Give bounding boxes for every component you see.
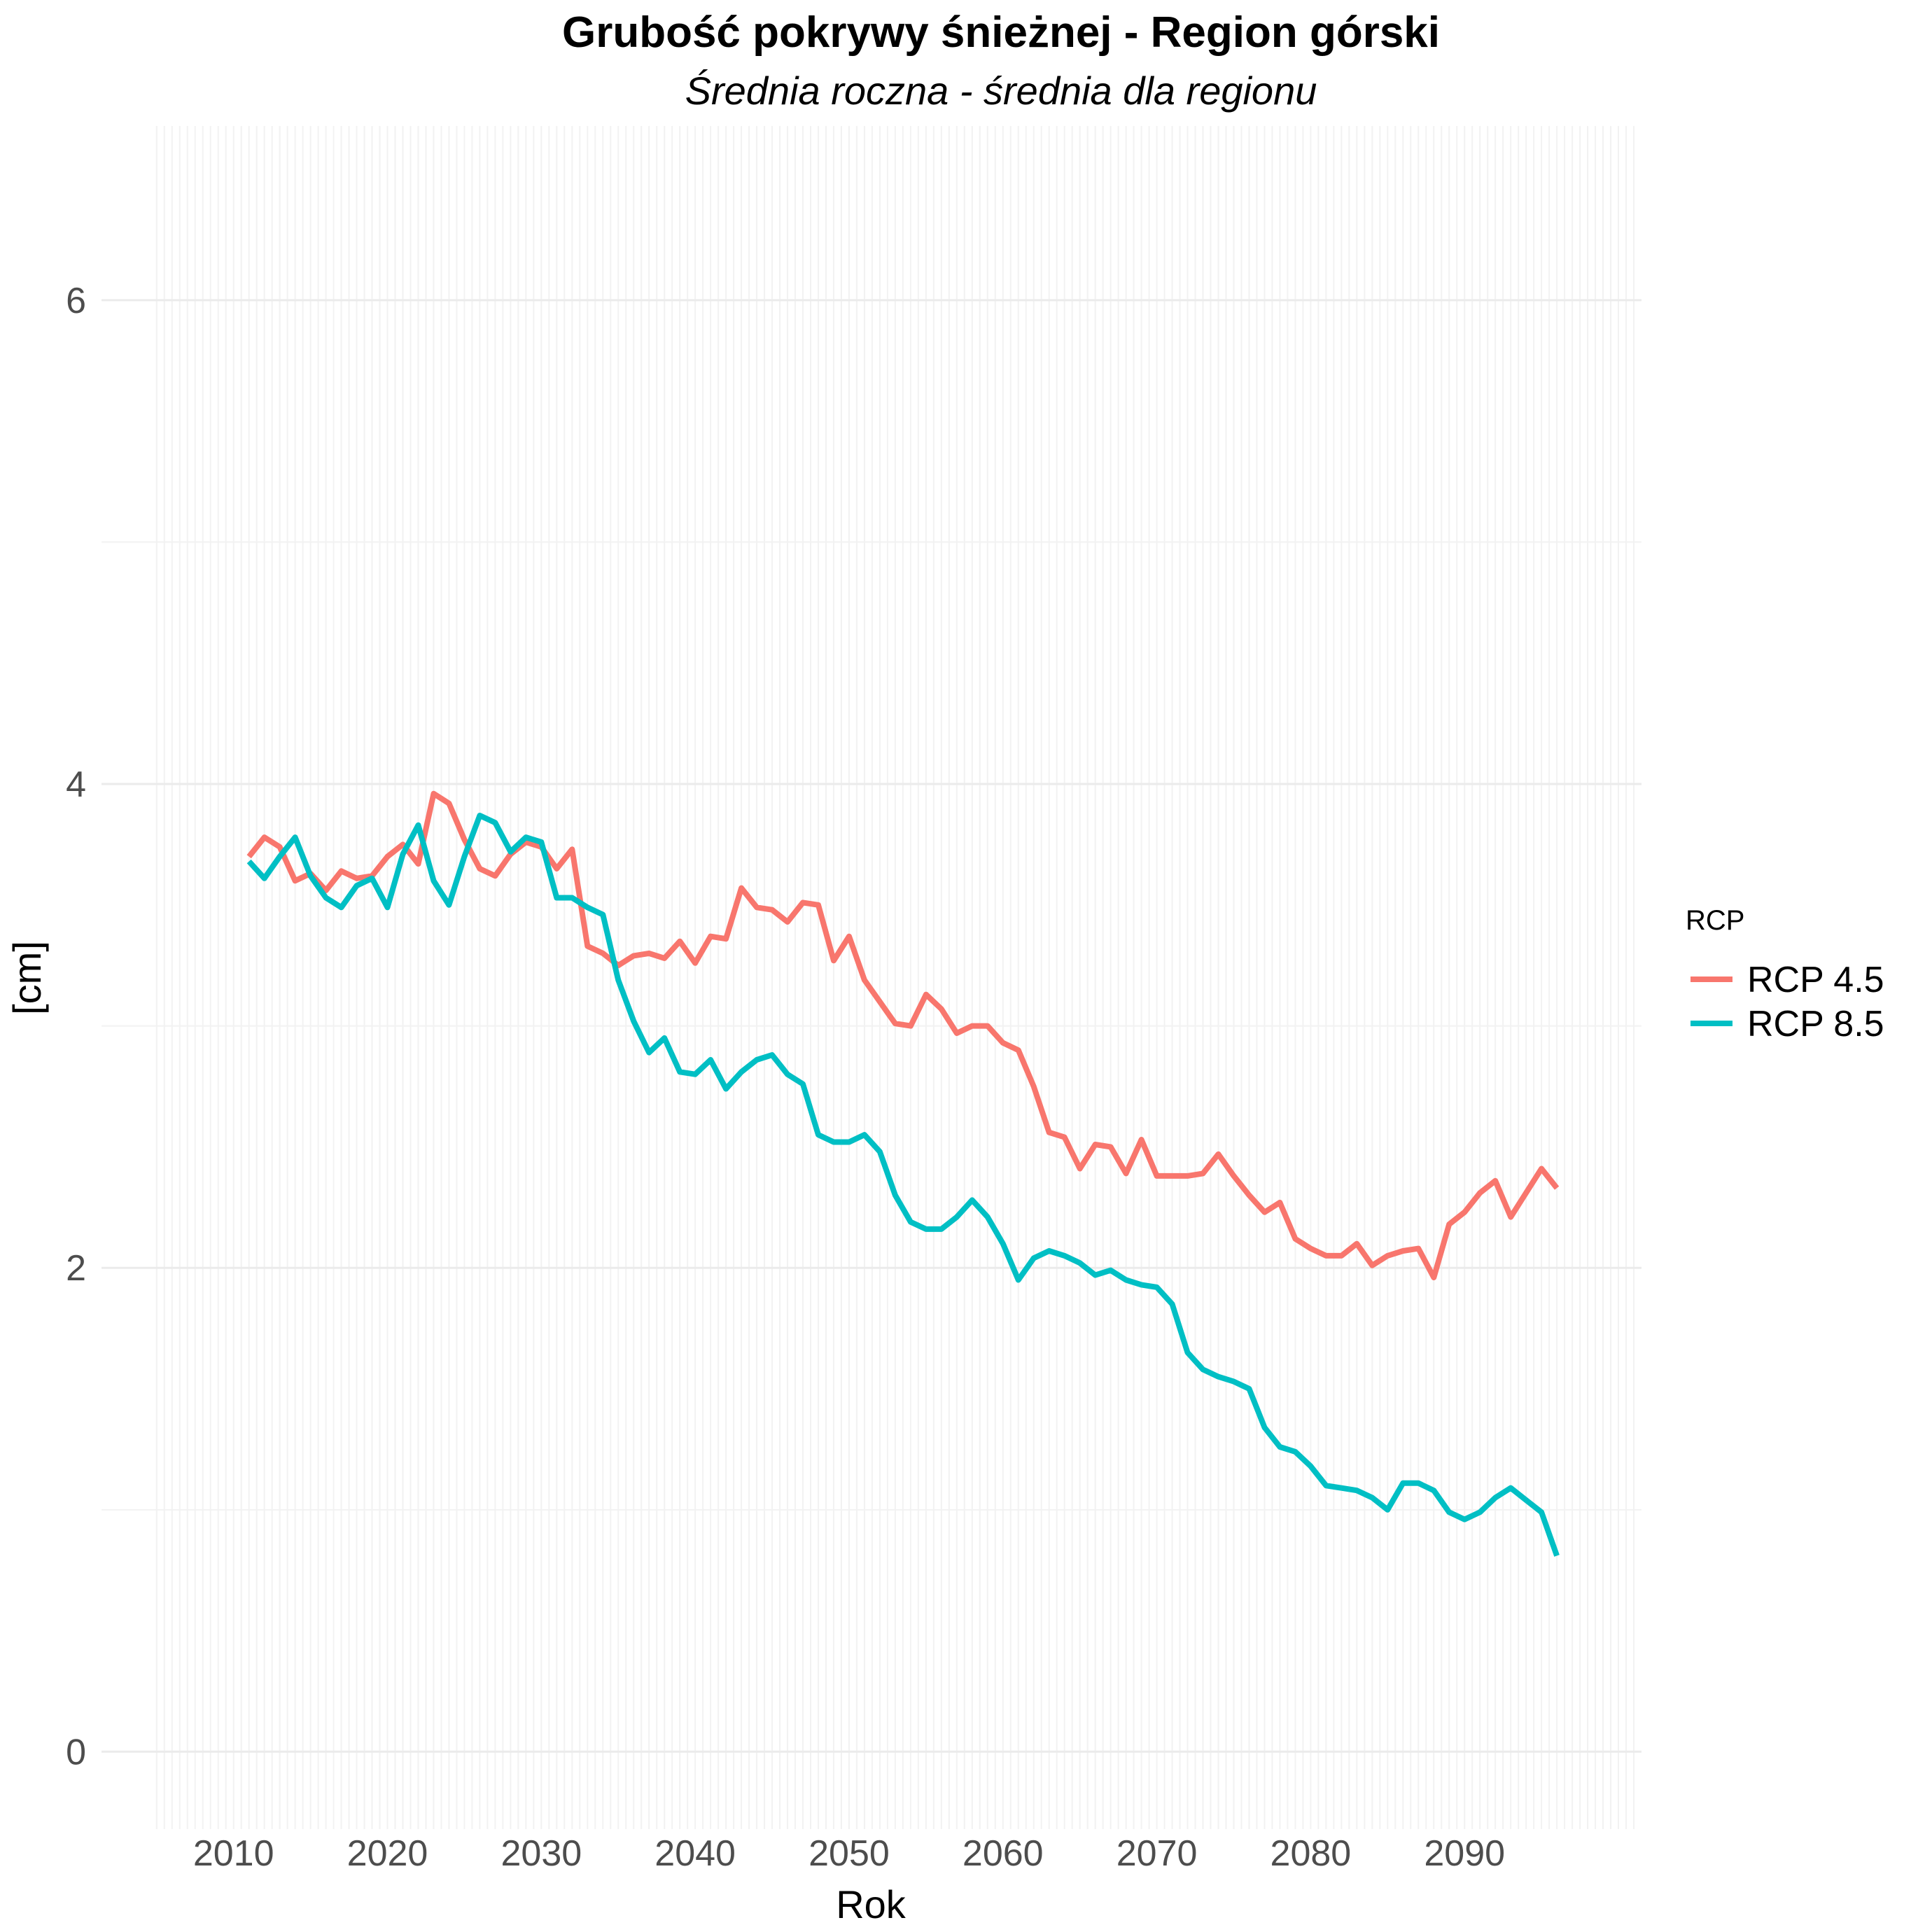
x-tick-label: 2040 — [654, 1833, 736, 1874]
y-tick-label: 0 — [66, 1732, 86, 1772]
y-axis-ticks: 0 2 4 6 — [66, 281, 86, 1773]
x-tick-label: 2060 — [962, 1833, 1044, 1874]
minor-gridlines-x — [155, 126, 1635, 1829]
legend-item: RCP 4.5 — [1690, 960, 1884, 1000]
major-gridlines-y — [102, 299, 1642, 1753]
y-axis-title: [cm] — [5, 941, 49, 1015]
legend-label: RCP 4.5 — [1747, 960, 1884, 1000]
legend-item: RCP 8.5 — [1690, 1004, 1884, 1044]
x-axis-title: Rok — [836, 1882, 906, 1926]
x-tick-label: 2070 — [1116, 1833, 1198, 1874]
x-tick-label: 2030 — [500, 1833, 582, 1874]
x-tick-label: 2020 — [347, 1833, 428, 1874]
x-axis-ticks: 2010 2020 2030 2040 2050 2060 2070 2080 2090 — [193, 1833, 1505, 1874]
y-tick-label: 4 — [66, 764, 86, 805]
x-tick-label: 2090 — [1424, 1833, 1505, 1874]
chart-title: Grubość pokrywy śnieżnej - Region górski — [562, 8, 1440, 57]
legend-label: RCP 8.5 — [1747, 1004, 1884, 1044]
x-tick-label: 2080 — [1270, 1833, 1352, 1874]
series-line-rcp-8-5 — [246, 813, 1560, 1557]
chart-subtitle: Średnia roczna - średnia dla regionu — [685, 69, 1317, 113]
series-layer — [246, 790, 1560, 1557]
legend-title: RCP — [1686, 905, 1744, 936]
x-tick-label: 2010 — [193, 1833, 274, 1874]
y-tick-label: 6 — [66, 281, 86, 321]
y-tick-label: 2 — [66, 1248, 86, 1289]
x-tick-label: 2050 — [808, 1833, 890, 1874]
